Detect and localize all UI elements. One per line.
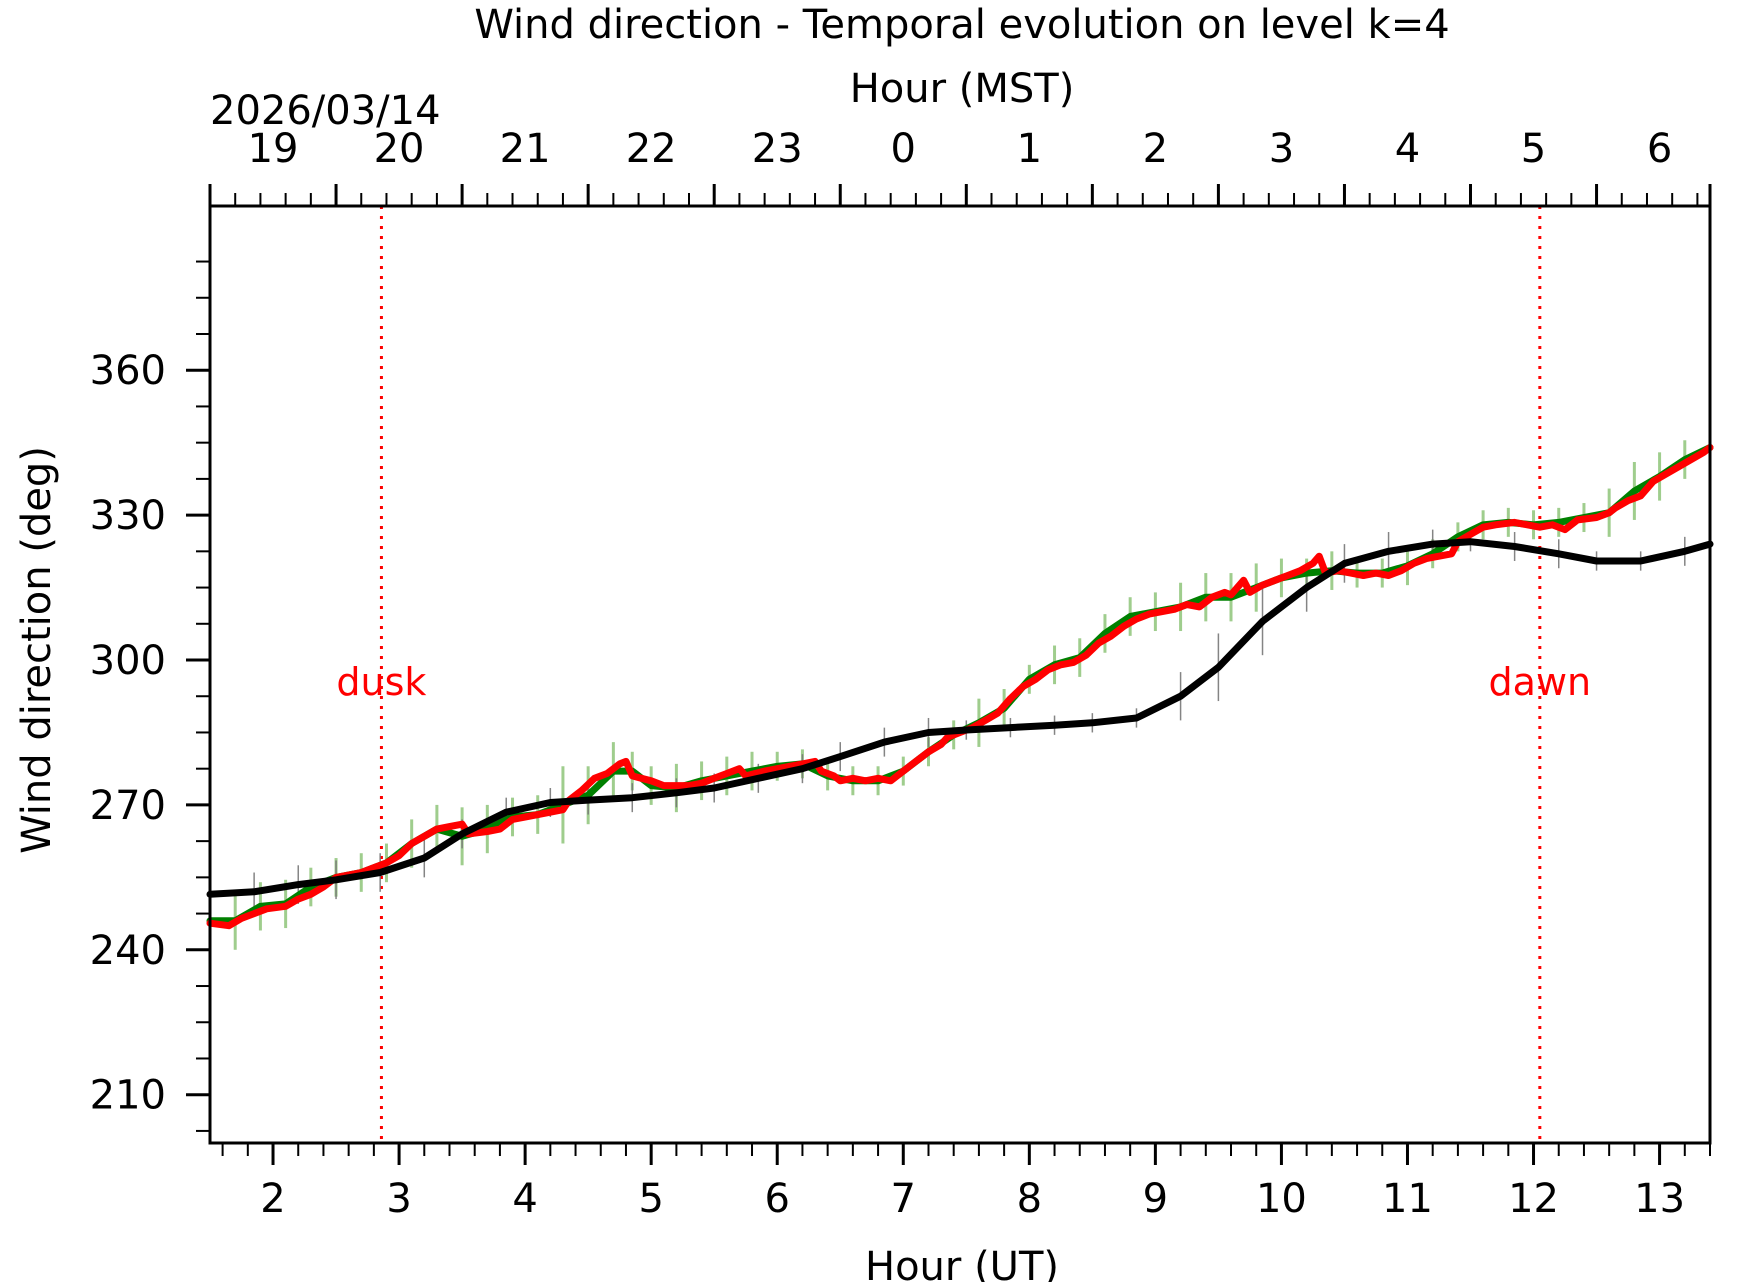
series-layer — [206, 444, 1714, 930]
top-tick-label: 19 — [248, 126, 299, 172]
top-tick-label: 1 — [1017, 126, 1042, 172]
top-tick-label: 21 — [500, 126, 551, 172]
y-tick-label: 330 — [90, 493, 166, 539]
x-tick-label: 5 — [638, 1176, 663, 1222]
top-tick-label: 6 — [1647, 126, 1672, 172]
x-tick-label: 2 — [260, 1176, 285, 1222]
y-tick-label: 300 — [90, 638, 166, 684]
x-tick-label: 11 — [1382, 1176, 1433, 1222]
x-tick-label: 3 — [386, 1176, 411, 1222]
top-tick-label: 22 — [626, 126, 677, 172]
x-axis-label: Hour (UT) — [865, 1244, 1059, 1282]
top-tick-label: 4 — [1395, 126, 1420, 172]
x-tick-label: 4 — [512, 1176, 537, 1222]
y-tick-label: 240 — [90, 928, 166, 974]
annotation-layer: dusk dawn — [336, 206, 1591, 1143]
x-tick-label: 12 — [1508, 1176, 1559, 1222]
top-tick-label: 23 — [752, 126, 803, 172]
x-tick-label: 10 — [1256, 1176, 1307, 1222]
top-tick-label: 5 — [1521, 126, 1546, 172]
x-tick-label: 13 — [1634, 1176, 1685, 1222]
dawn-label: dawn — [1489, 660, 1592, 704]
top-tick-label: 2 — [1143, 126, 1168, 172]
top-tick-label: 3 — [1269, 126, 1294, 172]
x-tick-label: 7 — [891, 1176, 916, 1222]
date-label: 2026/03/14 — [210, 88, 441, 134]
y-axis-label: Wind direction (deg) — [14, 446, 60, 854]
x-tick-label: 6 — [765, 1176, 790, 1222]
chart-title: Wind direction - Temporal evolution on l… — [474, 2, 1449, 48]
y-tick-label: 270 — [90, 783, 166, 829]
top-tick-label: 20 — [374, 126, 425, 172]
top-tick-label: 0 — [891, 126, 916, 172]
x-tick-label: 9 — [1143, 1176, 1168, 1222]
x-tick-label: 8 — [1017, 1176, 1042, 1222]
dusk-label: dusk — [336, 660, 426, 704]
y-tick-label: 360 — [90, 348, 166, 394]
top-axis-label: Hour (MST) — [850, 66, 1075, 112]
y-tick-label: 210 — [90, 1073, 166, 1119]
series-line-3 — [206, 538, 1714, 898]
plot-frame — [208, 204, 1712, 1145]
